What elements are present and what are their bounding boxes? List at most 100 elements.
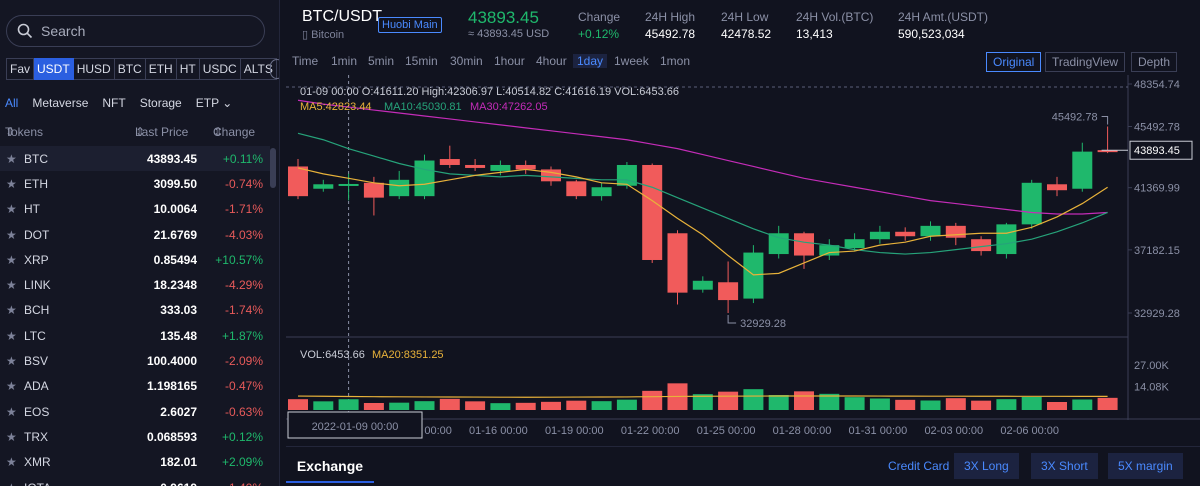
timeframe-5min[interactable]: 5min <box>368 54 395 68</box>
tab-quote-btc[interactable]: BTC <box>114 58 146 80</box>
stat-label: 24H Vol.(BTC) <box>796 10 874 24</box>
tab-exchange[interactable]: Exchange <box>286 451 374 483</box>
tokens-column-header[interactable]: Tokens ⇕ <box>5 125 44 139</box>
coin-row[interactable]: ★ XRP 0.85494 +10.57% <box>0 247 270 272</box>
tab-scroll-control[interactable] <box>270 59 279 79</box>
star-icon[interactable]: ★ <box>6 202 17 217</box>
volume-bar <box>338 399 359 410</box>
coin-row[interactable]: ★ DOT 21.6769 -4.03% <box>0 222 270 247</box>
coin-row[interactable]: ★ TRX 0.068593 +0.12% <box>0 424 270 449</box>
star-icon[interactable]: ★ <box>6 404 17 419</box>
coin-row[interactable]: ★ LINK 18.2348 -4.29% <box>0 272 270 297</box>
coin-change: +0.12% <box>221 429 263 444</box>
candle-down <box>363 182 384 198</box>
coin-row[interactable]: ★ ETH 3099.50 -0.74% <box>0 171 270 196</box>
tab-quote-eth[interactable]: ETH <box>145 58 177 80</box>
star-icon[interactable]: ★ <box>6 151 17 166</box>
volume-axis-label: 14.08K <box>1134 382 1170 394</box>
tab-quote-fav[interactable]: Fav <box>6 58 35 80</box>
category-all[interactable]: All <box>5 96 19 110</box>
timeframe-time[interactable]: Time <box>292 54 319 68</box>
view-depth[interactable]: Depth <box>1131 52 1178 72</box>
star-icon[interactable]: ★ <box>6 278 17 293</box>
button-3x-long[interactable]: 3X Long <box>954 453 1019 479</box>
ma30-legend: MA30:47262.05 <box>470 101 548 113</box>
timeframe-1min[interactable]: 1min <box>331 54 358 68</box>
price-chart[interactable]: 48354.74 45492.78 41369.99 37182.15 32929.28… <box>286 75 1200 445</box>
coin-row[interactable]: ★ BTC 43893.45 +0.11% <box>0 146 270 172</box>
coin-row[interactable]: ★ BSV 100.4000 -2.09% <box>0 348 270 373</box>
view-original[interactable]: Original <box>986 52 1042 72</box>
candle-down <box>541 169 561 182</box>
star-icon[interactable]: ★ <box>6 227 17 242</box>
category-etp-dropdown[interactable]: ETP ⌄ <box>196 96 233 110</box>
candle-up <box>920 225 941 237</box>
star-icon[interactable]: ★ <box>6 379 17 394</box>
button-credit-card[interactable]: Credit Card <box>888 459 950 473</box>
star-icon[interactable]: ★ <box>6 429 17 444</box>
volume-bar <box>996 399 1017 410</box>
button-5x-margin[interactable]: 5X margin <box>1108 453 1183 479</box>
last-price-column-header[interactable]: Last Price ⇕ <box>135 125 189 139</box>
ticker-header: BTC/USDT ▯ Bitcoin Huobi Main 43893.45 ≈… <box>288 0 1200 48</box>
timeframe-1day[interactable]: 1day <box>573 54 608 68</box>
category-etp[interactable]: ETP <box>195 96 219 110</box>
candle-up <box>819 245 840 256</box>
category-storage[interactable]: Storage <box>139 96 182 110</box>
tab-quote-ht[interactable]: HT <box>176 58 200 80</box>
tab-quote-usdt[interactable]: USDT <box>34 58 74 80</box>
chart-canvas[interactable]: 48354.74 45492.78 41369.99 37182.15 32929.28… <box>286 75 1200 445</box>
coin-row[interactable]: ★ EOS 2.6027 -0.63% <box>0 399 270 424</box>
star-icon[interactable]: ★ <box>6 455 17 470</box>
timeframe-4hour[interactable]: 4hour <box>536 54 567 68</box>
coin-row[interactable]: ★ XMR 182.01 +2.09% <box>0 450 270 475</box>
coin-row[interactable]: ★ ADA 1.198165 -0.47% <box>0 374 270 399</box>
market-badge[interactable]: Huobi Main <box>378 17 442 33</box>
star-icon[interactable]: ★ <box>6 481 17 486</box>
coin-row[interactable]: ★ BCH 333.03 -1.74% <box>0 298 270 323</box>
coin-row[interactable]: ★ LTC 135.48 +1.87% <box>0 323 270 348</box>
time-axis-label: 01-19 00:00 <box>545 425 604 437</box>
tab-quote-usdc[interactable]: USDC <box>199 58 241 80</box>
volume-bar <box>616 399 637 410</box>
coin-row[interactable]: ★ HT 10.0064 -1.71% <box>0 197 270 222</box>
category-nft[interactable]: NFT <box>102 96 126 110</box>
search-box[interactable] <box>6 15 265 47</box>
change-column-header[interactable]: Change ⇕ <box>213 125 256 139</box>
coin-change: -1.40% <box>225 481 263 486</box>
time-axis-label: 01-28 00:00 <box>773 425 832 437</box>
volume-bar <box>363 403 384 410</box>
candle-down <box>794 233 814 256</box>
star-icon[interactable]: ★ <box>6 303 17 318</box>
star-icon[interactable]: ★ <box>6 328 17 343</box>
tab-quote-husd[interactable]: HUSD <box>73 58 115 80</box>
coin-price: 18.2348 <box>153 278 197 293</box>
timeframe-1mon[interactable]: 1mon <box>660 54 691 68</box>
star-icon[interactable]: ★ <box>6 354 17 369</box>
candle-down <box>566 181 587 197</box>
volume-bar <box>541 401 561 410</box>
volume-readout: VOL:6453.66 <box>300 349 365 361</box>
candle-up <box>389 179 410 197</box>
time-axis-label: 02-06 00:00 <box>1000 425 1059 437</box>
stat-value: 45492.78 <box>645 27 696 41</box>
coin-row[interactable]: ★ IOTA 0.9619 -1.40% <box>0 475 270 486</box>
search-input[interactable] <box>41 23 241 39</box>
timeframe-1hour[interactable]: 1hour <box>494 54 525 68</box>
button-3x-short[interactable]: 3X Short <box>1031 453 1098 479</box>
volume-ma20-line <box>297 395 1108 398</box>
category-metaverse[interactable]: Metaverse <box>32 96 89 110</box>
timeframe-1week[interactable]: 1week <box>614 54 649 68</box>
timeframe-30min[interactable]: 30min <box>450 54 483 68</box>
candle-down <box>667 233 688 293</box>
list-scrollbar[interactable] <box>270 148 276 188</box>
volume-axis-label: 27.00K <box>1134 360 1170 372</box>
coin-symbol: DOT <box>24 227 50 242</box>
star-icon[interactable]: ★ <box>6 252 17 267</box>
stat-value: 590,523,034 <box>898 27 965 41</box>
volume-bar <box>591 401 612 410</box>
view-tradingview[interactable]: TradingView <box>1045 52 1126 72</box>
stat-value: 13,413 <box>796 27 833 41</box>
timeframe-15min[interactable]: 15min <box>405 54 438 68</box>
star-icon[interactable]: ★ <box>6 176 17 191</box>
